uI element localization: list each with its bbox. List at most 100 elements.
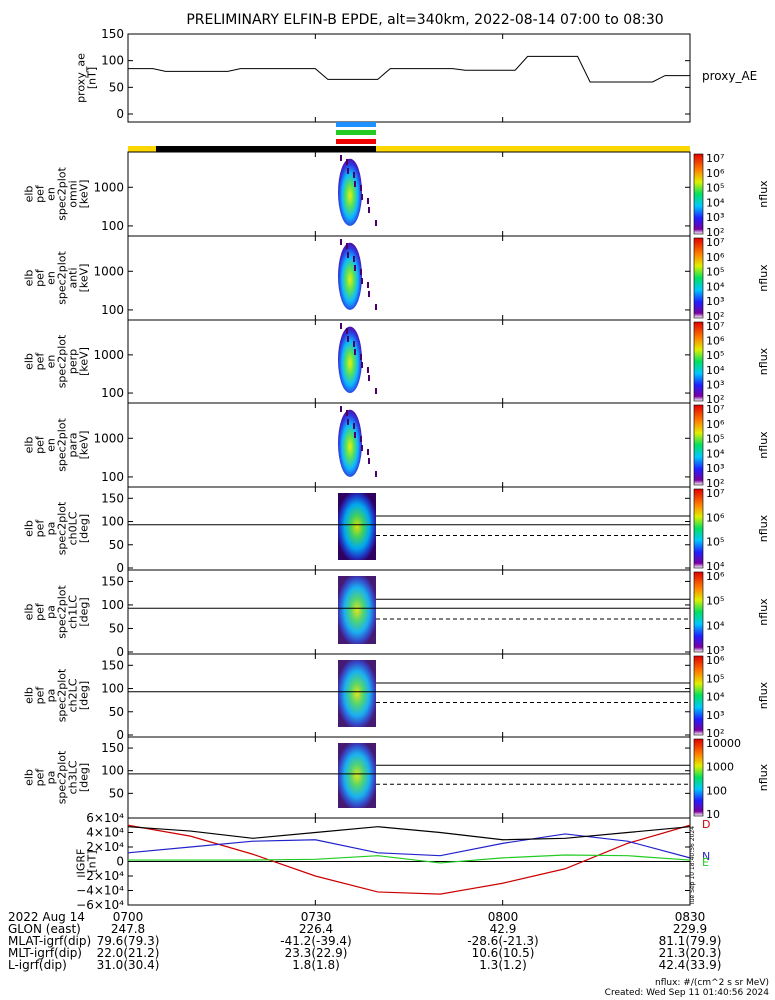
panel-en_anti-ylabel-line: [keV] xyxy=(78,264,91,293)
panel-pa_ch1LC-ylabel-line: [deg] xyxy=(78,597,91,626)
spectrum-speckle xyxy=(346,328,348,334)
panel-en_para-ylabel-line: [keV] xyxy=(78,431,91,460)
colorbar-tick-label: 10⁶ xyxy=(706,654,725,667)
colorbar-tick-label: 10⁷ xyxy=(706,152,724,165)
panel-en_anti-tick-label: 100 xyxy=(101,303,124,317)
footer-value: 42.4(33.9) xyxy=(658,958,722,972)
colorbar-label: nflux xyxy=(757,264,770,292)
colorbar-tick-label: 10⁵ xyxy=(706,182,724,195)
indicator-green xyxy=(336,130,376,135)
colorbar-label: nflux xyxy=(757,598,770,626)
panel-pa_ch0LC-ylabel-line: [deg] xyxy=(78,514,91,543)
colorbar-tick-label: 10⁶ xyxy=(706,167,725,180)
colorbar-label: nflux xyxy=(757,180,770,208)
panel-frame xyxy=(127,319,691,404)
proxy-ae-panel: 150 100 50 0 proxy_ae[nT] proxy_AE xyxy=(75,27,757,123)
panel-en_para-tick-label: 100 xyxy=(101,470,124,484)
panel-en_omni: 1000 100 elbpefenspec2plotomni[keV] 10⁷ 10⁶ 1… xyxy=(23,151,770,239)
colorbar-tick-label: 10⁴ xyxy=(706,280,725,293)
footer-value: 22.0(21.2) xyxy=(96,946,160,960)
spectrum-speckle xyxy=(347,419,349,425)
spectrum-speckle xyxy=(353,172,355,178)
spectrum-speckle xyxy=(375,304,377,310)
footer-row-label: L-igrf(dip) xyxy=(8,958,67,972)
segment-bar xyxy=(128,146,690,152)
footer-value: 0730 xyxy=(300,910,332,924)
footer-value: 81.1(79.9) xyxy=(658,934,722,948)
pitch-angle-blob xyxy=(338,576,376,644)
panel-en_para-ylabel-line: para xyxy=(67,433,80,458)
plot-title: PRELIMINARY ELFIN-B EPDE, alt=340km, 202… xyxy=(186,12,663,28)
colorbar-tick-label: 10⁵ xyxy=(706,672,724,685)
footer-value: 226.4 xyxy=(298,922,334,936)
panel-pa_ch0LC-tick-label: 0 xyxy=(116,561,124,575)
colorbar-tick-label: 10⁵ xyxy=(706,536,724,549)
igrf-ylabel: IGRF[nT] xyxy=(75,849,99,875)
colorbar-tick-label: 10⁷ xyxy=(706,236,724,249)
panel-en_anti-ylabel-line: spec2plot xyxy=(56,251,69,305)
colorbar-label: nflux xyxy=(757,763,770,791)
side-stamp: Tue Sep 10 18:40:56 2024 xyxy=(689,826,696,906)
panel-en_omni-ylabel-line: [keV] xyxy=(78,180,91,209)
spectrum-speckle xyxy=(367,449,369,455)
panel-pa_ch2LC-tick-label: 50 xyxy=(109,705,124,719)
igrf-series-E xyxy=(128,854,691,864)
footer-value: 21.3(20.3) xyxy=(658,946,722,960)
spectrum-speckle xyxy=(367,198,369,204)
spectrum-speckle xyxy=(367,367,369,373)
panel-pa_ch0LC-ylabel: elbpefpaspec2plotch0LC[deg] xyxy=(23,501,91,555)
igrf-series-total xyxy=(127,826,691,841)
ae-right-label: proxy_AE xyxy=(702,69,757,83)
panel-pa_ch1LC-tick-label: 100 xyxy=(101,598,124,612)
footer-value: 247.8 xyxy=(110,922,146,936)
ae-ylabel-line: proxy_ae xyxy=(75,53,88,103)
footer-note-units: nflux: #/(cm^2 s sr MeV) xyxy=(655,978,769,988)
panel-en_omni-ylabel-line: en xyxy=(45,187,58,201)
spectrum-speckle xyxy=(346,410,348,416)
panel-pa_ch3LC-ylabel-line: ch3LC xyxy=(67,760,80,794)
colorbar-tick-label: 10⁶ xyxy=(706,511,725,524)
panel-pa_ch1LC-tick-label: 0 xyxy=(116,645,124,659)
panel-en_para-tick-label: 1000 xyxy=(93,431,124,445)
spectrum-speckle xyxy=(375,220,377,226)
colorbar-tick-label: 10⁶ xyxy=(706,570,725,583)
panel-pa_ch1LC-ylabel-line: pef xyxy=(34,602,47,621)
panel-pa_ch2LC-ylabel-line: spec2plot xyxy=(56,668,69,722)
panel-pa_ch1LC-tick-label: 150 xyxy=(101,574,124,588)
igrf-series-N xyxy=(127,833,691,859)
colorbar xyxy=(693,404,704,486)
igrf-ylabel-line: IGRF xyxy=(75,849,88,875)
spectrum-speckle xyxy=(346,159,348,165)
colorbar-tick-label: 1000 xyxy=(706,761,734,774)
footer-value: 1.3(1.2) xyxy=(479,958,527,972)
colorbar-tick-label: 10⁴ xyxy=(706,619,725,632)
spectrum-speckle xyxy=(361,445,363,451)
spectrum-speckle xyxy=(368,207,370,213)
colorbar-tick-label: 10² xyxy=(706,477,724,490)
footer-value: 0830 xyxy=(674,910,706,924)
ae-tick-label: 150 xyxy=(101,27,124,41)
panel-en_para-ylabel-line: en xyxy=(45,438,58,452)
panel-en_para-ylabel: elbpefenspec2plotpara[keV] xyxy=(23,418,91,472)
panel-pa_ch2LC-ylabel: elbpefpaspec2plotch2LC[deg] xyxy=(23,668,91,722)
panel-en_perp-ylabel-line: pef xyxy=(34,352,47,371)
spectrum-speckle xyxy=(354,181,356,187)
colorbar-label: nflux xyxy=(757,431,770,459)
footer-value: 1.8(1.8) xyxy=(292,958,340,972)
colorbar xyxy=(693,153,704,235)
panel-en_anti: 1000 100 elbpefenspec2plotanti[keV] 10⁷ 10⁶ 1… xyxy=(23,235,770,323)
panel-pa_ch3LC-ylabel-line: pef xyxy=(34,768,47,787)
panel-pa_ch0LC-tick-label: 100 xyxy=(101,515,124,529)
spectrum-blob xyxy=(338,409,362,477)
footer-value: 79.6(79.3) xyxy=(96,934,160,948)
spectrum-speckle xyxy=(368,291,370,297)
colorbar-tick-label: 10⁷ xyxy=(706,320,724,333)
colorbar-tick-label: 10⁴ xyxy=(706,691,725,704)
colorbar-tick-label: 10⁵ xyxy=(706,266,724,279)
igrf-tick-label: 0 xyxy=(116,855,124,869)
spectrum-speckle xyxy=(361,194,363,200)
panel-frame xyxy=(127,569,691,655)
spectrum-speckle xyxy=(360,436,362,442)
